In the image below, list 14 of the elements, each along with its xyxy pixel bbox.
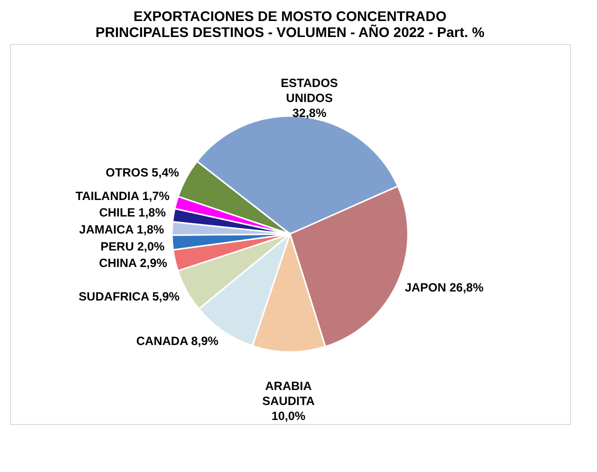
slice-label: JAPON 26,8%: [404, 280, 484, 295]
slice-label: JAMAICA 1,8%: [79, 222, 164, 236]
slice-label: ESTADOS UNIDOS: [280, 76, 338, 106]
slice-label: ARABIA SAUDITA: [262, 378, 316, 408]
slice-label: PERU 2,0%: [100, 239, 165, 254]
slice-label: CANADA 8,9%: [136, 334, 219, 348]
data-label: 10,0%: [271, 408, 306, 423]
slice-label: CHINA 2,9%: [98, 256, 168, 270]
slice-label: TAILANDIA 1,7%: [76, 188, 170, 203]
chart-title: EXPORTACIONES DE MOSTO CONCENTRADO PRINCIPALES DESTINOS - VOLUMEN - AÑO 2022 - Part. %: [96, 8, 486, 40]
data-label: 32,8%: [292, 106, 327, 120]
slice-label: SUDAFRICA 5,9%: [78, 290, 180, 304]
slice-label: CHILE 1,8%: [99, 205, 166, 220]
slice-label: OTROS 5,4%: [106, 165, 180, 180]
